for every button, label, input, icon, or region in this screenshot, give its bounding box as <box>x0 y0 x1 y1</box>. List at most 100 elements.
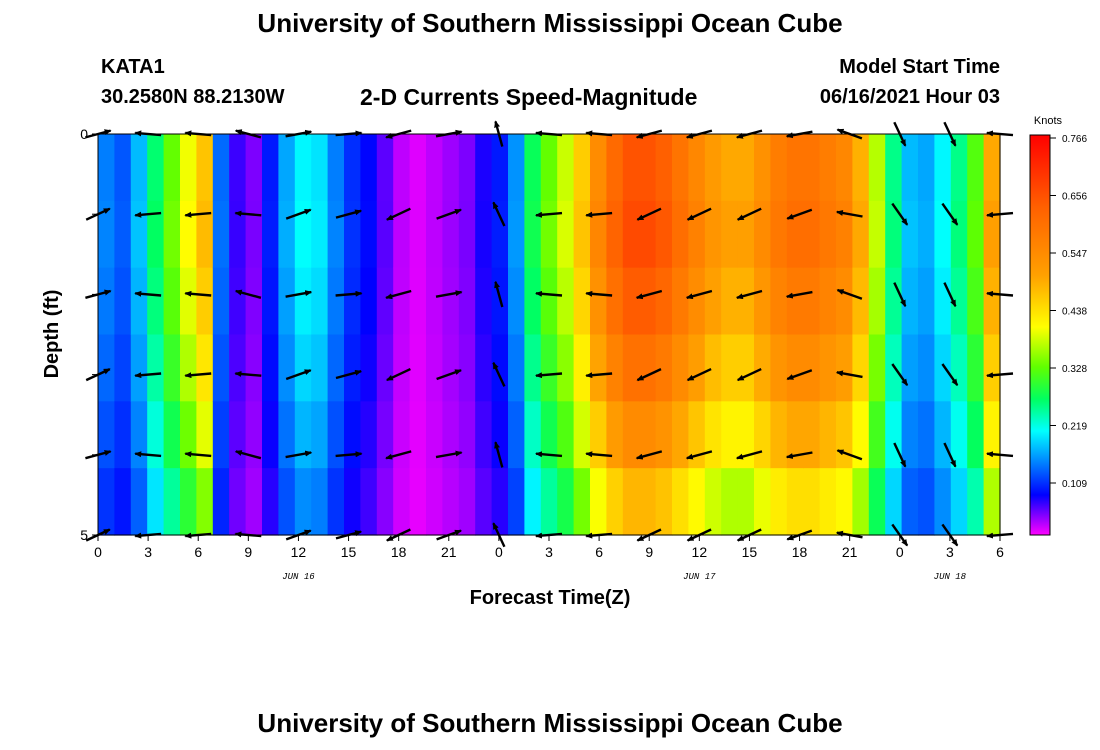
current-vector <box>134 451 162 458</box>
heatmap-cell <box>672 200 689 269</box>
date-label: JUN 18 <box>934 572 967 582</box>
heatmap-cell <box>344 134 361 202</box>
heatmap-cell <box>278 267 296 336</box>
current-vector <box>385 207 411 221</box>
heatmap-cell <box>163 267 181 336</box>
x-tick-label: 12 <box>692 544 708 560</box>
current-vector <box>943 282 957 308</box>
heatmap-cell <box>967 200 985 269</box>
heatmap-cell <box>458 267 476 336</box>
heatmap-cell <box>967 334 985 402</box>
x-tick-label: 9 <box>645 544 653 560</box>
x-tick-label: 15 <box>341 544 357 560</box>
heatmap-cell <box>918 468 935 536</box>
current-vector <box>685 289 713 300</box>
heatmap-cell <box>868 267 886 336</box>
heatmap-cell <box>950 134 968 202</box>
heatmap-cell <box>294 267 312 336</box>
heatmap-cell <box>803 468 821 536</box>
heatmap-cell <box>885 200 903 269</box>
heatmap-cell <box>672 134 689 202</box>
heatmap-cell <box>967 401 985 469</box>
heatmap-cell <box>229 468 247 536</box>
heatmap-cell <box>737 200 755 269</box>
heatmap-cell <box>540 267 558 336</box>
x-tick-label: 15 <box>742 544 758 560</box>
current-vector <box>835 370 863 379</box>
current-vector <box>492 201 506 227</box>
heatmap-cell <box>885 267 903 336</box>
current-vector <box>636 368 662 382</box>
model-start-value: 06/16/2021 Hour 03 <box>819 86 1000 108</box>
heatmap-cell <box>229 134 247 202</box>
current-vector <box>836 288 863 300</box>
heatmap-cell <box>327 267 345 336</box>
heatmap-cell <box>655 134 673 202</box>
heatmap-cell <box>130 200 148 269</box>
heatmap-cell <box>196 334 214 402</box>
heatmap-cell <box>868 134 886 202</box>
heatmap-cell <box>852 134 870 202</box>
heatmap-cell <box>458 134 476 202</box>
heatmap-cell <box>540 334 558 402</box>
heatmap-cell <box>655 468 673 536</box>
x-tick-label: 0 <box>495 544 503 560</box>
heatmap-cell <box>704 468 722 536</box>
heatmap-cell <box>950 334 968 402</box>
heatmap-cell <box>737 468 755 536</box>
heatmap-cell <box>573 334 591 402</box>
colorbar-tick-label: 0.219 <box>1062 422 1087 433</box>
x-tick-label: 0 <box>896 544 904 560</box>
heatmap-cell <box>918 134 935 202</box>
current-vector <box>385 289 412 300</box>
current-vector <box>184 372 212 379</box>
heatmap-cell <box>491 334 509 402</box>
x-tick-label: 18 <box>792 544 808 560</box>
heatmap-cell <box>688 134 706 202</box>
heatmap-cell <box>540 134 558 202</box>
heatmap-cell <box>458 468 476 536</box>
heatmap-cell <box>622 134 640 202</box>
station-coordinates: 30.2580N 88.2130W <box>101 86 285 108</box>
heatmap-cell <box>918 401 935 469</box>
heatmap-cell <box>934 401 952 469</box>
heatmap-cell <box>311 334 329 402</box>
heatmap-cell <box>491 468 509 536</box>
heatmap-cell <box>672 468 689 536</box>
heatmap-cell <box>950 468 968 536</box>
current-vector <box>385 450 412 460</box>
y-tick-label: 5 <box>80 527 88 543</box>
heatmap-cell <box>655 401 673 469</box>
heatmap-cell <box>212 468 230 536</box>
x-tick-label: 3 <box>946 544 954 560</box>
colorbar-tick-label: 0.547 <box>1062 249 1087 260</box>
heatmap-cell <box>147 134 165 202</box>
heatmap-cell <box>836 267 853 336</box>
heatmap-cell <box>245 334 263 402</box>
current-vector <box>786 369 813 381</box>
heatmap-cell <box>409 468 427 536</box>
heatmap-cell <box>180 134 197 202</box>
heatmap-cell <box>442 334 460 402</box>
heatmap-cell <box>819 468 837 536</box>
heatmap-cell <box>245 468 263 536</box>
heatmap-cell <box>130 334 148 402</box>
heatmap-cell <box>294 401 312 469</box>
heatmap-cell <box>376 401 394 469</box>
heatmap-cell <box>934 267 952 336</box>
current-vector <box>134 290 162 297</box>
heatmap-cell <box>803 401 821 469</box>
heatmap-cell <box>393 134 411 202</box>
heatmap-cell <box>180 334 197 402</box>
model-start-label: Model Start Time <box>839 56 1000 78</box>
heatmap-cell <box>983 267 1001 336</box>
heatmap-cell <box>622 468 640 536</box>
heatmap-cell <box>114 401 132 469</box>
heatmap-cell <box>819 134 837 202</box>
heatmap-cell <box>508 267 525 336</box>
heatmap-cell <box>672 267 689 336</box>
current-vector <box>535 290 563 297</box>
heatmap-cell <box>294 200 312 269</box>
heatmap-cell <box>147 334 165 402</box>
